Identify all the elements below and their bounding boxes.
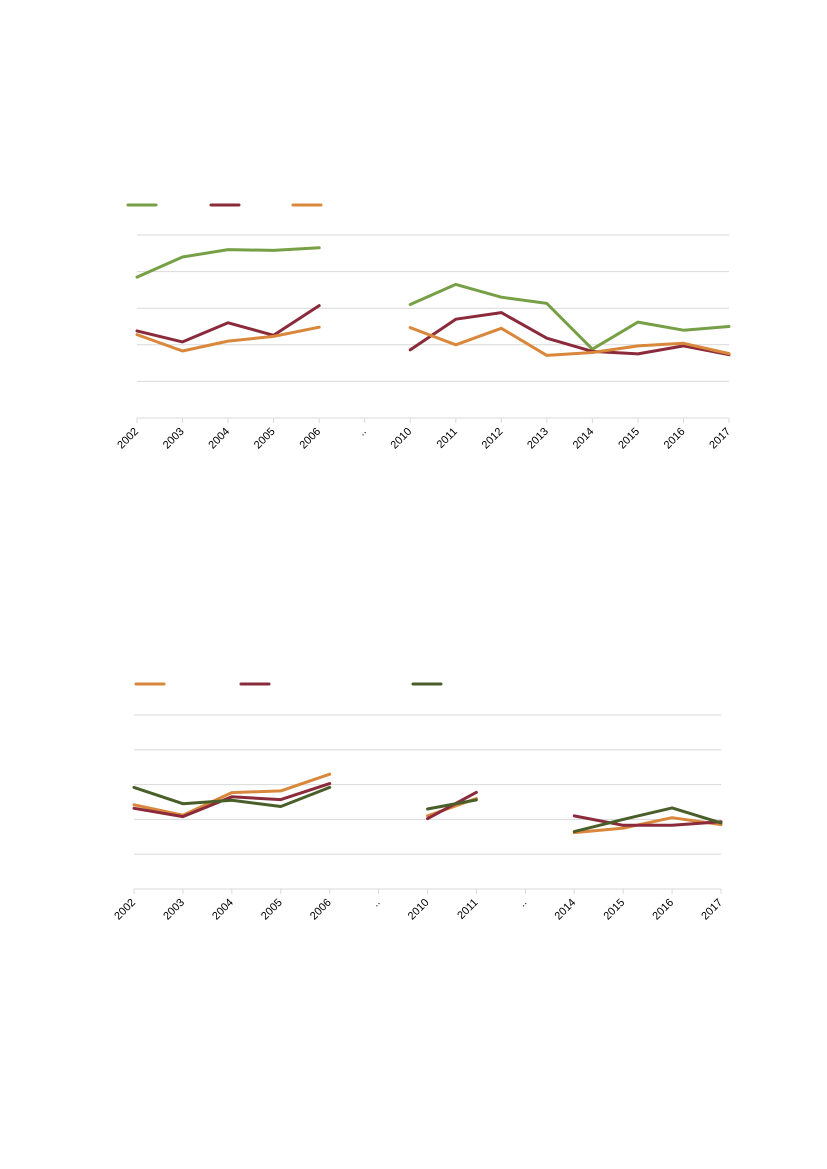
x-tick-label: 2011 [435,426,460,451]
series-line-3 [132,785,723,834]
series-line-3 [135,325,731,357]
x-tick-label: 2002 [112,897,138,923]
x-tick-label: 2015 [616,426,642,452]
x-tick-label: 2016 [662,426,688,452]
x-tick-label: 2005 [252,426,278,452]
x-tick-label: 2006 [308,897,334,923]
x-tick-label: 2003 [161,426,187,452]
x-tick-label: 2014 [571,426,597,452]
x-tick-label: 2006 [297,426,323,452]
chart-2: 2002 2003 2004 2005 2006.. 2010 2011.. 2014 2015… [112,682,725,923]
x-tick-label: 2011 [455,897,480,922]
x-tick-label: 2004 [206,426,232,452]
x-tick-label: 2013 [525,426,551,452]
x-tick-label: 2003 [161,897,187,923]
x-tick-label: .. [356,426,369,439]
x-tick-label: 2016 [650,897,676,923]
x-tick-label: 2015 [601,897,627,923]
series-line-1 [135,246,731,351]
x-tick-label: 2017 [699,897,725,923]
x-tick-label: 2014 [553,897,579,923]
x-tick-label: 2017 [707,426,733,452]
x-tick-label: 2010 [406,897,432,923]
x-tick-label: 2005 [259,897,285,923]
series-line-2 [135,304,731,357]
x-tick-label: 2002 [115,426,141,452]
x-tick-label: .. [370,897,383,910]
x-tick-label: .. [517,897,530,910]
chart-1: 2002 2003 2004 2005 2006.. 2010 2011 2012 2013 20… [115,203,733,452]
x-tick-label: 2010 [389,426,415,452]
x-tick-label: 2012 [480,426,506,452]
x-tick-label: 2004 [210,897,236,923]
